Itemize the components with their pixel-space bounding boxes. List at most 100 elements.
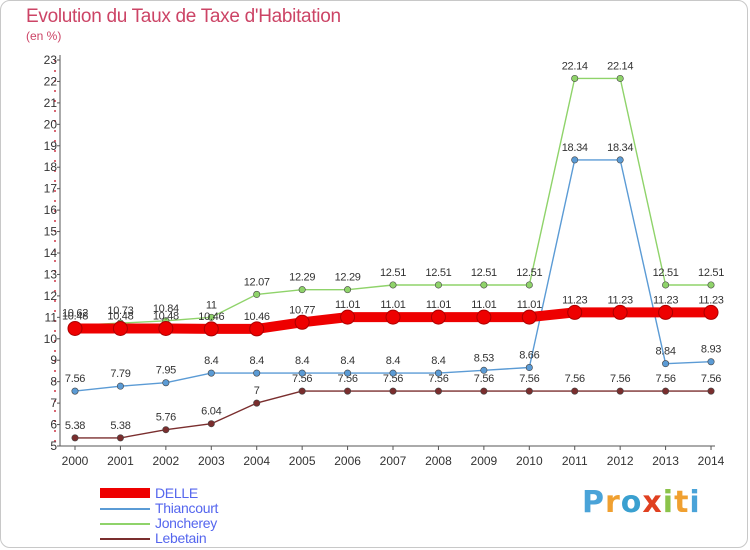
data-point-lebetain bbox=[298, 387, 306, 395]
data-label-delle: 10.46 bbox=[198, 311, 224, 323]
data-point-delle bbox=[203, 321, 219, 337]
data-label-lebetain: 6.04 bbox=[201, 406, 221, 418]
data-point-joncherey bbox=[207, 313, 215, 321]
legend-swatch-lebetain bbox=[100, 538, 150, 540]
data-label-joncherey: 12.51 bbox=[471, 267, 497, 279]
y-tick-label: 18 bbox=[44, 160, 58, 174]
legend-item-delle: DELLE bbox=[100, 486, 300, 501]
data-point-joncherey bbox=[707, 281, 715, 289]
x-tick-label: 2014 bbox=[698, 454, 725, 468]
data-point-joncherey bbox=[662, 281, 670, 289]
data-label-lebetain: 7 bbox=[254, 385, 260, 397]
y-tick-label: 6 bbox=[50, 418, 57, 432]
data-point-lebetain bbox=[71, 434, 79, 442]
data-point-delle bbox=[158, 320, 174, 336]
data-label-delle: 10.48 bbox=[62, 310, 88, 322]
data-label-thiancourt: 8.93 bbox=[701, 344, 721, 356]
data-label-thiancourt: 7.95 bbox=[156, 365, 176, 377]
data-label-joncherey: 12.51 bbox=[380, 267, 406, 279]
data-label-thiancourt: 18.34 bbox=[607, 142, 633, 154]
data-label-thiancourt: 7.79 bbox=[110, 368, 130, 380]
data-point-thiancourt bbox=[253, 369, 261, 377]
x-tick-label: 2004 bbox=[243, 454, 270, 468]
data-point-delle bbox=[567, 304, 583, 320]
data-label-delle: 10.46 bbox=[244, 311, 270, 323]
x-tick-label: 2003 bbox=[198, 454, 225, 468]
data-point-joncherey bbox=[571, 74, 579, 82]
data-point-lebetain bbox=[480, 387, 488, 395]
y-tick-label: 16 bbox=[44, 203, 58, 217]
data-label-joncherey: 12.07 bbox=[244, 276, 270, 288]
x-tick-label: 2002 bbox=[153, 454, 180, 468]
data-point-delle bbox=[430, 309, 446, 325]
data-point-thiancourt bbox=[480, 366, 488, 374]
y-tick-label: 14 bbox=[44, 246, 58, 260]
data-point-lebetain bbox=[707, 387, 715, 395]
data-label-delle: 10.48 bbox=[107, 310, 133, 322]
data-label-delle: 11.01 bbox=[426, 299, 451, 311]
x-tick-label: 2010 bbox=[516, 454, 543, 468]
x-tick-label: 2013 bbox=[652, 454, 679, 468]
data-point-delle bbox=[658, 304, 674, 320]
data-point-lebetain bbox=[434, 387, 442, 395]
x-tick-label: 2000 bbox=[62, 454, 89, 468]
data-label-thiancourt: 18.34 bbox=[562, 142, 588, 154]
data-point-lebetain bbox=[662, 387, 670, 395]
legend-swatch-joncherey bbox=[100, 523, 150, 525]
data-label-thiancourt: 8.84 bbox=[655, 346, 675, 358]
data-label-delle: 11.01 bbox=[335, 299, 360, 311]
x-tick-label: 2011 bbox=[562, 454, 588, 468]
legend-label-thiancourt: Thiancourt bbox=[155, 500, 219, 516]
data-label-thiancourt: 8.53 bbox=[474, 352, 494, 364]
data-label-delle: 11.23 bbox=[653, 294, 678, 306]
data-point-thiancourt bbox=[434, 369, 442, 377]
data-label-thiancourt: 7.56 bbox=[65, 373, 85, 385]
data-point-thiancourt bbox=[389, 369, 397, 377]
data-point-delle bbox=[612, 304, 628, 320]
data-point-thiancourt bbox=[525, 364, 533, 372]
data-label-lebetain: 7.56 bbox=[655, 373, 675, 385]
data-label-joncherey: 10.73 bbox=[107, 305, 133, 317]
data-label-joncherey: 12.51 bbox=[516, 267, 542, 279]
legend: DELLE Thiancourt Joncherey Lebetain bbox=[100, 486, 300, 546]
data-point-delle bbox=[521, 309, 537, 325]
data-point-lebetain bbox=[162, 426, 170, 434]
data-label-thiancourt: 8.4 bbox=[250, 355, 265, 367]
y-tick-label: 7 bbox=[50, 396, 57, 410]
data-label-lebetain: 7.56 bbox=[519, 373, 539, 385]
data-label-lebetain: 7.56 bbox=[701, 373, 721, 385]
data-label-joncherey: 12.51 bbox=[425, 267, 451, 279]
proxiti-logo: Proxiti bbox=[582, 485, 701, 520]
data-label-lebetain: 7.56 bbox=[474, 373, 494, 385]
data-point-delle bbox=[385, 309, 401, 325]
data-label-lebetain: 7.56 bbox=[337, 373, 357, 385]
data-label-thiancourt: 8.4 bbox=[295, 355, 310, 367]
x-tick-label: 2012 bbox=[607, 454, 634, 468]
data-label-thiancourt: 8.4 bbox=[431, 355, 446, 367]
x-tick-label: 2001 bbox=[107, 454, 134, 468]
data-point-thiancourt bbox=[344, 369, 352, 377]
y-tick-label: 10 bbox=[44, 332, 58, 346]
chart-unit-label: (en %) bbox=[26, 29, 62, 43]
data-label-joncherey: 12.51 bbox=[698, 267, 724, 279]
data-point-delle bbox=[112, 320, 128, 336]
data-point-delle bbox=[67, 320, 83, 336]
data-label-joncherey: 10.84 bbox=[153, 303, 179, 315]
data-point-delle bbox=[294, 314, 310, 330]
data-label-lebetain: 7.56 bbox=[383, 373, 403, 385]
data-point-thiancourt bbox=[162, 379, 170, 387]
data-point-thiancourt bbox=[662, 360, 670, 368]
data-point-joncherey bbox=[253, 290, 261, 298]
y-tick-label: 19 bbox=[44, 139, 58, 153]
legend-label-joncherey: Joncherey bbox=[155, 515, 217, 531]
data-point-joncherey bbox=[389, 281, 397, 289]
data-label-joncherey: 11 bbox=[206, 299, 217, 311]
data-point-joncherey bbox=[434, 281, 442, 289]
data-label-lebetain: 7.56 bbox=[565, 373, 585, 385]
data-point-lebetain bbox=[571, 387, 579, 395]
y-tick-label: 21 bbox=[44, 96, 58, 110]
data-point-thiancourt bbox=[116, 382, 124, 390]
data-point-lebetain bbox=[207, 420, 215, 428]
x-tick-label: 2008 bbox=[425, 454, 452, 468]
